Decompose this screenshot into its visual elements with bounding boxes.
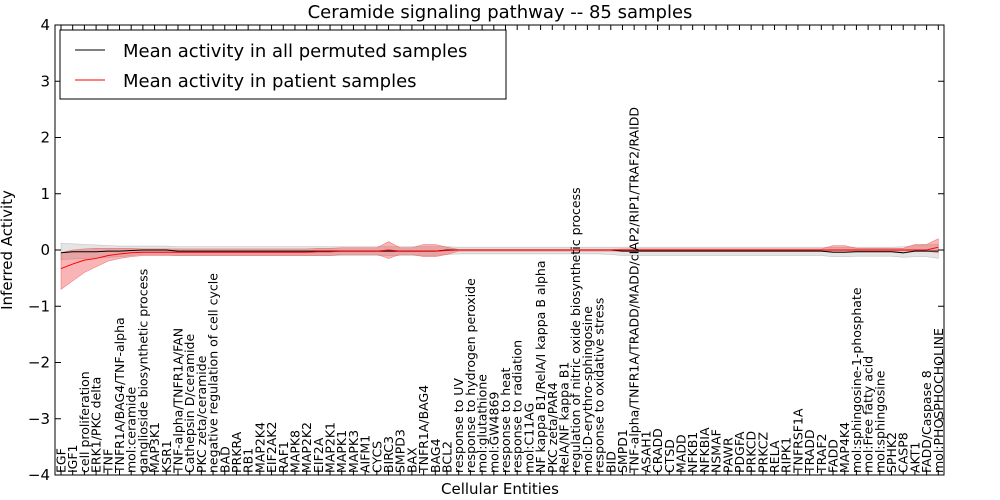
x-tick-label: AKT1 [907,442,922,473]
x-tick-label: response to hydrogen peroxide [463,278,478,473]
y-tick-label: 4 [40,16,50,34]
chart-title: Ceramide signaling pathway -- 85 samples [308,2,693,23]
y-axis-label: Inferred Activity [0,190,16,310]
y-tick-label: 1 [40,185,50,203]
x-tick-label: BIRC3 [381,436,396,473]
x-tick-label: TNFRSF1A [790,408,805,474]
x-tick-label: MAP3K1 [147,422,162,473]
legend-label-permuted: Mean activity in all permuted samples [123,41,467,62]
x-tick-label: mol:D-erythro-sphingosine [580,306,595,473]
x-tick-label: CRADD [650,428,665,473]
x-tick-label: TNFR1A/BAG4 [416,385,431,474]
x-tick-label: RIPK1 [779,437,794,473]
x-tick-label: Cathepsin D/ceramide [182,333,197,473]
x-tick-label: ASAH1 [638,430,653,473]
x-tick-label: MAP4K4 [837,422,852,473]
x-tick-label: PAWR [720,437,735,473]
y-tick-label: 0 [40,241,50,259]
x-tick-label: PRKRA [229,431,244,473]
x-tick-label: response to heat [498,367,513,473]
x-axis-label: Cellular Entities [441,480,559,498]
line-mean-activity-in-patient-samples [60,246,939,270]
x-tick-label: TNFR1A/BAG4/TNF-alpha [112,317,127,474]
x-tick-label: NFKBIA [697,427,712,473]
x-tick-label: MAP2K1 [323,422,338,473]
x-tick-label: PRKCD [744,431,759,473]
x-tick-label: BAG4 [428,438,443,473]
x-tick-label: FADD [826,439,841,473]
x-tick-label: EIF2AK2 [264,422,279,473]
y-tick-label: −3 [28,410,50,428]
x-tick-label: mol:ceramide [124,387,139,473]
x-tick-label: EIF2A [311,437,326,473]
x-tick-label: MAP2K4 [252,422,267,473]
x-tick-label: MAPK1 [334,430,349,473]
x-tick-label: ERK1/PKC delta [89,377,104,473]
x-tick-label: response to radiation [510,340,525,473]
x-tick-label: TRAF2 [814,433,829,474]
x-tick-label: mol:glutathione [475,374,490,473]
x-tick-label: AIFM1 [358,435,373,473]
y-tick-label: −2 [28,354,50,372]
x-tick-label: NFKB1 [685,432,700,473]
y-tick-label: −1 [28,297,50,315]
y-tick-label: −4 [28,466,50,484]
x-tick-label: RELA [767,440,782,473]
x-tick-label: CYCS [369,441,384,473]
x-tick-label: MAPK8 [287,430,302,473]
legend-frame [59,29,507,100]
x-tick-label: BAX [404,447,419,473]
x-tick-label: MAP2K2 [299,422,314,473]
x-tick-label: PDGFA [732,431,747,473]
legend-label-patient: Mean activity in patient samples [123,71,417,92]
x-tick-label: PKC zeta/PAR4 [545,382,560,473]
x-tick-label: regulation of nitric oxide biosynthetic … [568,187,583,473]
x-tick-label: TRADD [802,429,817,474]
x-tick-label: mol:Free fatty acid [861,356,876,473]
x-tick-label: mol:sphingosine [872,370,887,473]
x-tick-label: SMPD3 [393,429,408,473]
x-tick-label: cell proliferation [77,371,92,473]
x-tick-label: NSMAF [709,429,724,473]
x-tick-label: RAF1 [276,441,291,473]
x-tick-label: negative regulation of cell cycle [206,273,221,473]
x-tick-label: BCL2 [440,441,455,473]
x-tick-label: IGF1 [65,444,80,473]
x-tick-label: FADD/Caspase 8 [919,370,934,473]
x-tick-label: response to UV [451,378,466,473]
x-tick-label: SMPD1 [615,429,630,473]
y-tick-label: 3 [40,72,50,90]
legend: Mean activity in all permuted samples Me… [59,29,507,100]
x-tick-label: CTSD [662,439,677,473]
x-tick-label: RelA/NF kappa B1 [556,362,571,473]
x-tick-label: MADD [673,434,688,473]
x-tick-label: EGF [54,448,69,473]
x-tick-label: mol:C11AG [521,403,536,473]
x-tick-label: MAPK3 [346,430,361,473]
x-tick-label: BAD [217,446,232,473]
x-tick-label: ganglioside biosynthetic process [135,269,150,473]
x-tick-label: mol:GW4869 [486,392,501,473]
x-tick-label: SPHK2 [884,432,899,473]
x-tick-label: TNF-alpha/TNFR1A/FAN [170,328,185,474]
x-tick-label: TNF-alpha/TNFR1A/TRADD/MADD/cIAP2/RIP1/T… [627,107,642,474]
x-tick-label: PKC zeta/ceramide [194,355,209,473]
x-tick-label: RB1 [241,448,256,473]
y-tick-label: 2 [40,129,50,147]
x-tick-label: TNF [100,449,115,474]
x-tick-label: KSR1 [159,440,174,473]
x-tick-label: mol:sphingosine-1-phosphate [849,287,864,473]
x-tick-label: PRKCZ [755,432,770,473]
x-tick-label: BID [603,451,618,473]
x-tick-label: NF kappa B1/RelA/I kappa B alpha [533,260,548,473]
x-tick-label: mol:PHOSPHOCHOLINE [931,328,946,473]
x-tick-label: response to oxidative stress [592,298,607,473]
x-tick-label: CASP8 [896,432,911,473]
y-axis: −4 −3 −2 −1 0 1 2 3 4 [28,16,944,484]
